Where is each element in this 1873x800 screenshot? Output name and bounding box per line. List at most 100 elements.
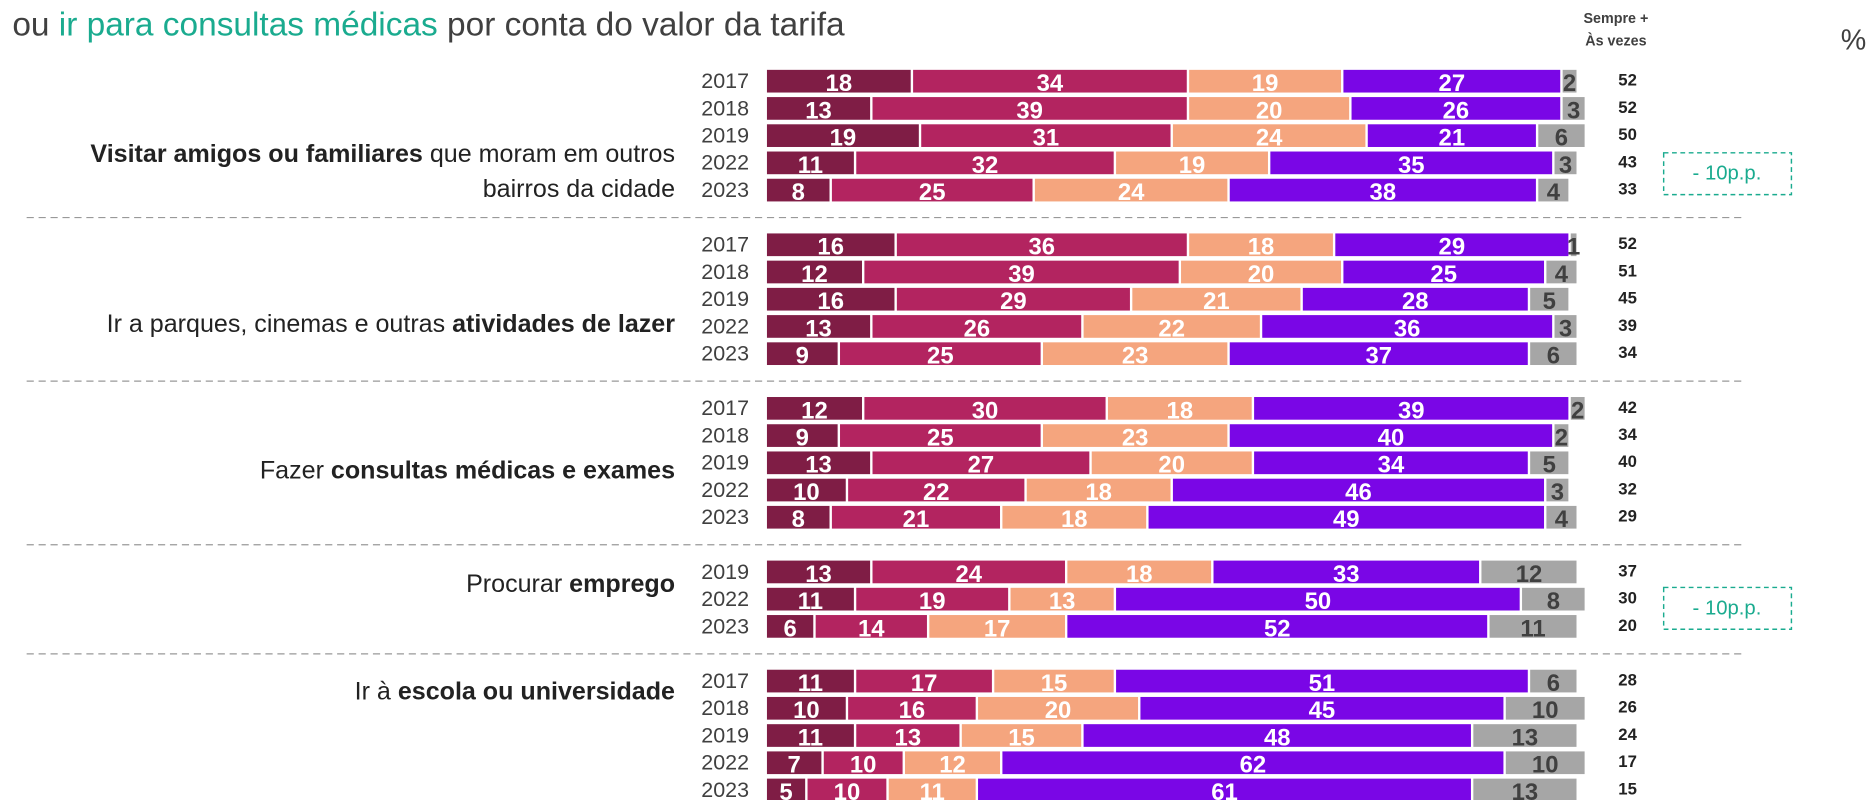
value-label: 14 <box>858 615 885 642</box>
value-label: 19 <box>1252 70 1279 97</box>
bar-segment <box>872 315 1082 338</box>
value-label: 23 <box>1122 424 1149 451</box>
value-label: 36 <box>1394 315 1421 342</box>
bar-segment <box>766 97 871 120</box>
value-label: 20 <box>1045 697 1072 724</box>
bar-segment <box>1505 696 1585 720</box>
group-label-part: Ir a parques, cinemas e outras <box>107 309 452 337</box>
bar-segment <box>1562 69 1577 93</box>
bar-segment <box>766 587 854 611</box>
value-label: 12 <box>1516 561 1543 588</box>
value-label: 12 <box>801 397 828 424</box>
bar-segment <box>1473 778 1577 800</box>
bar-segment <box>1262 315 1553 338</box>
year-label: 2018 <box>701 96 749 120</box>
year-label: 2017 <box>701 233 749 257</box>
group-label-part: Procurar <box>466 570 569 598</box>
value-label: 34 <box>1037 70 1064 97</box>
value-label: 25 <box>927 424 954 451</box>
value-label: 19 <box>1179 152 1206 179</box>
bar-segment <box>807 778 887 800</box>
bar-segment <box>1083 724 1471 747</box>
year-label: 2018 <box>701 696 749 720</box>
bar-segment <box>1546 505 1577 529</box>
total-label: 40 <box>1618 452 1637 471</box>
bar-segment <box>864 397 1106 420</box>
bar-segment <box>766 560 871 584</box>
bar-segment <box>1083 315 1260 338</box>
year-label: 2017 <box>701 396 749 420</box>
bar-segment <box>1067 560 1212 584</box>
bar-segment <box>766 178 830 202</box>
value-label: 7 <box>788 752 801 779</box>
bar-segment <box>1530 287 1569 311</box>
value-label: 11 <box>798 152 823 179</box>
bar-segment <box>1189 97 1350 120</box>
value-label: 6 <box>1547 343 1560 370</box>
bar-segment <box>848 478 1025 502</box>
value-label: 8 <box>1547 588 1560 615</box>
bar-segment <box>1530 669 1577 693</box>
bar-segment <box>864 260 1179 284</box>
value-label: 38 <box>1370 179 1397 206</box>
bar-segment <box>766 424 838 447</box>
value-label: 19 <box>919 588 946 615</box>
title-part: por conta do valor da tarifa <box>438 6 845 43</box>
bar-segment <box>1546 260 1577 284</box>
total-label: 15 <box>1618 779 1637 798</box>
bar-segment <box>1229 424 1553 447</box>
value-label: 36 <box>1029 234 1056 261</box>
chart-title: ou ir para consultas médicas por conta d… <box>12 6 845 43</box>
value-label: 4 <box>1547 179 1561 206</box>
value-label: 48 <box>1264 724 1291 751</box>
value-label: 21 <box>1439 125 1466 152</box>
bar-segment <box>872 97 1187 120</box>
bar-segment <box>1554 151 1577 175</box>
bar-segment <box>1343 69 1561 93</box>
total-label: 30 <box>1618 589 1637 608</box>
bar-segment <box>1043 342 1228 366</box>
bar-segment <box>1172 124 1366 147</box>
bar-segment <box>1554 315 1577 338</box>
bar-segment <box>1570 397 1585 420</box>
value-label: 61 <box>1211 779 1238 800</box>
value-label: 30 <box>972 397 999 424</box>
bar-segment <box>978 778 1471 800</box>
value-label: 33 <box>1333 561 1360 588</box>
bar-segment <box>766 260 862 284</box>
bar-segment <box>1181 260 1342 284</box>
total-label: 42 <box>1618 398 1637 417</box>
value-label: 2 <box>1563 70 1576 97</box>
value-label: 4 <box>1555 261 1569 288</box>
bar-segment <box>1132 287 1301 311</box>
year-label: 2019 <box>701 124 749 148</box>
total-label: 52 <box>1618 234 1637 253</box>
value-label: 50 <box>1305 588 1332 615</box>
total-label: 32 <box>1618 479 1637 498</box>
bar-segment <box>856 724 960 747</box>
title-part: ir para consultas médicas <box>59 6 438 43</box>
value-label: 24 <box>1118 179 1145 206</box>
bar-segment <box>1335 233 1569 257</box>
bar-segment <box>831 178 1033 202</box>
value-label: 20 <box>1256 97 1283 124</box>
value-label: 16 <box>817 288 844 315</box>
column-header: Às vezes <box>1585 33 1646 50</box>
bar-segment <box>1489 615 1577 638</box>
total-label: 29 <box>1618 507 1637 526</box>
year-label: 2023 <box>701 614 749 638</box>
bar-segment <box>1213 560 1480 584</box>
value-label: 34 <box>1378 452 1405 479</box>
group-label-part: bairros da cidade <box>483 174 675 202</box>
value-label: 13 <box>895 724 922 751</box>
value-label: 2 <box>1571 397 1584 424</box>
bar-segment <box>872 560 1065 584</box>
total-label: 33 <box>1618 180 1637 199</box>
bar-segment <box>840 342 1041 366</box>
value-label: 8 <box>792 179 805 206</box>
bar-segment <box>766 151 854 175</box>
value-label: 5 <box>1543 452 1556 479</box>
value-label: 11 <box>798 588 823 615</box>
bar-segment <box>766 315 871 338</box>
bar-segment <box>1229 342 1528 366</box>
